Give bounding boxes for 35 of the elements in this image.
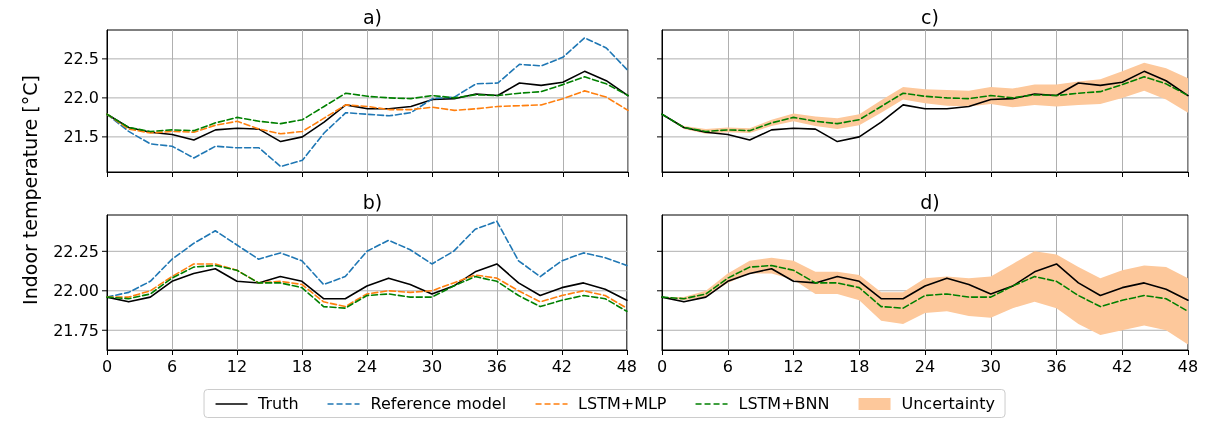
y-tick-label: 21.75 xyxy=(53,320,99,340)
y-axis-title: Indoor temperature [°C] xyxy=(19,75,41,305)
x-tick-label: 18 xyxy=(291,356,313,376)
line-series xyxy=(106,76,629,133)
chart-title: c) xyxy=(921,5,939,28)
x-tick-label: 18 xyxy=(849,356,870,376)
y-tick-label: 21.5 xyxy=(63,127,99,147)
x-tick-label: 36 xyxy=(486,356,508,376)
x-tick-label: 0 xyxy=(656,356,668,376)
x-tick-label: 0 xyxy=(101,356,113,376)
x-tick-label: 24 xyxy=(356,356,378,376)
legend-label: Reference model xyxy=(370,394,507,413)
x-tick-label: 42 xyxy=(1112,356,1133,376)
legend-label: Truth xyxy=(258,394,299,413)
x-tick-label: 42 xyxy=(551,356,573,376)
x-tick-label: 30 xyxy=(421,356,443,376)
x-tick-label: 30 xyxy=(980,356,1001,376)
x-tick-label: 48 xyxy=(1177,356,1199,376)
legend-label: LSTM+MLP xyxy=(578,394,667,413)
x-tick-label: 12 xyxy=(783,356,804,376)
x-tick-label: 12 xyxy=(226,356,248,376)
y-tick-label: 22.5 xyxy=(63,49,99,69)
y-tick-label: 22.00 xyxy=(53,281,99,301)
y-tick-label: 22.0 xyxy=(63,88,99,108)
x-tick-label: 6 xyxy=(722,356,733,376)
chart-title: b) xyxy=(362,190,383,213)
legend-label: LSTM+BNN xyxy=(738,394,830,413)
x-tick-label: 6 xyxy=(166,356,178,376)
x-tick-label: 48 xyxy=(616,356,637,376)
x-tick-label: 24 xyxy=(914,356,936,376)
x-tick-label: 36 xyxy=(1046,356,1067,376)
legend-label: Uncertainty xyxy=(901,394,995,413)
y-tick-label: 22.25 xyxy=(53,241,99,261)
chart-title: a) xyxy=(362,5,383,28)
chart-title: d) xyxy=(920,190,940,213)
